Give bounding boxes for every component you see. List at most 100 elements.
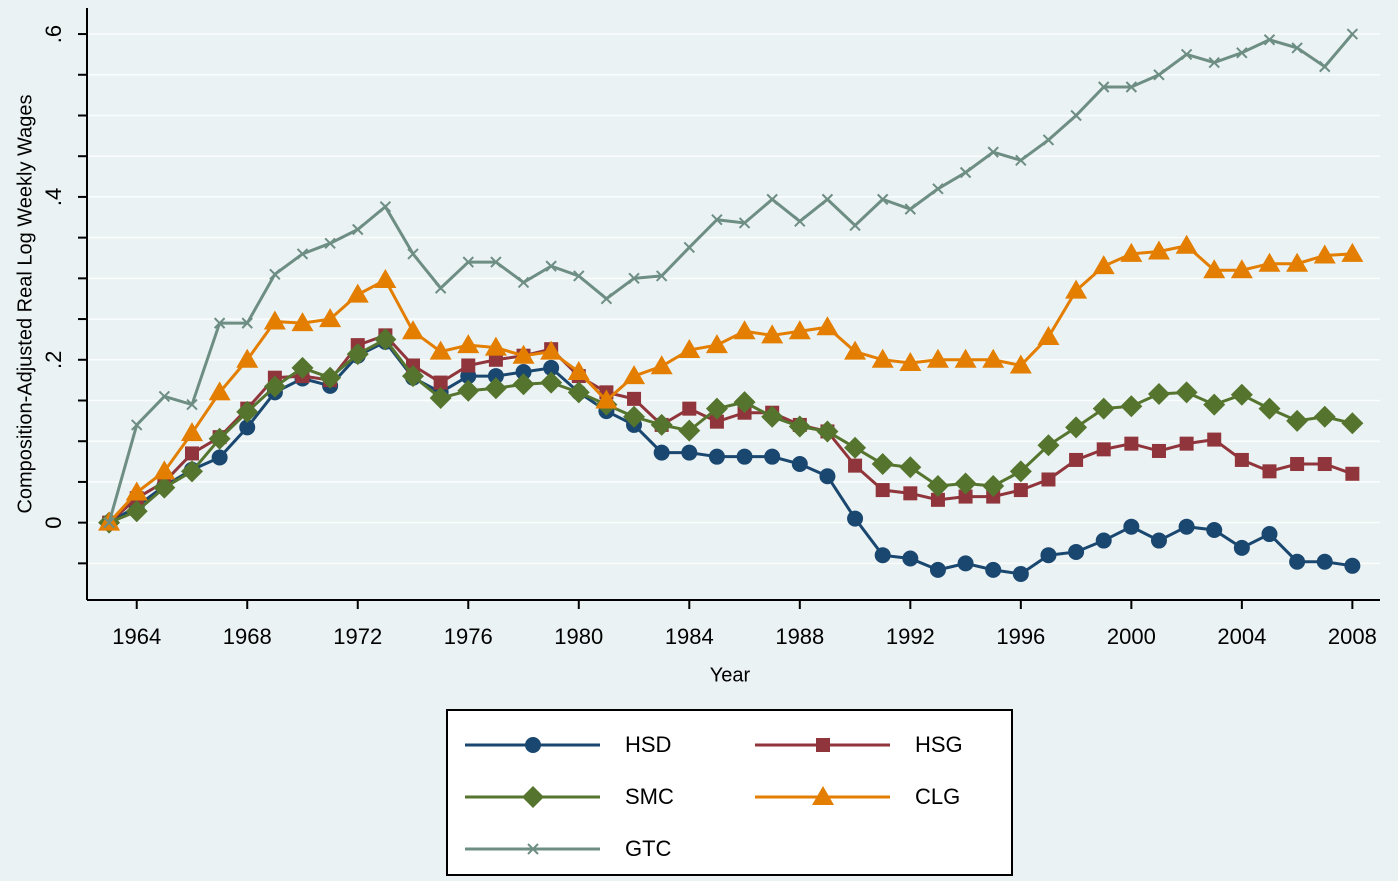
marker xyxy=(1258,252,1281,272)
x-axis-title: Year xyxy=(710,664,751,686)
y-tick-label: .6 xyxy=(41,25,66,43)
marker xyxy=(1206,521,1223,538)
marker xyxy=(595,389,618,409)
marker xyxy=(1042,134,1055,146)
marker xyxy=(567,381,590,404)
marker xyxy=(794,215,806,228)
marker xyxy=(736,448,753,465)
marker xyxy=(932,183,944,195)
marker xyxy=(738,217,751,229)
marker xyxy=(708,448,725,465)
marker xyxy=(527,843,539,855)
marker xyxy=(153,476,176,499)
y-tick-label: .2 xyxy=(41,351,66,369)
marker xyxy=(816,420,839,443)
marker xyxy=(982,348,1005,368)
marker xyxy=(926,348,949,368)
marker xyxy=(263,375,286,398)
marker xyxy=(1234,452,1249,467)
marker xyxy=(1120,242,1143,262)
marker xyxy=(545,260,557,272)
marker xyxy=(1012,565,1029,582)
series-line xyxy=(108,333,1353,524)
marker xyxy=(522,786,544,808)
marker xyxy=(433,375,448,390)
marker xyxy=(402,365,425,388)
marker xyxy=(490,256,502,268)
marker xyxy=(319,366,342,389)
marker xyxy=(655,270,668,282)
legend-label: HSD xyxy=(625,732,671,757)
x-tick-label: 1964 xyxy=(112,624,161,649)
marker xyxy=(987,146,999,158)
marker xyxy=(1065,279,1088,299)
marker xyxy=(379,200,392,213)
marker xyxy=(211,449,228,466)
marker xyxy=(958,489,973,504)
marker xyxy=(1316,553,1333,570)
series-line xyxy=(108,337,1353,525)
x-tick-label: 2000 xyxy=(1107,624,1156,649)
x-tick-label: 1980 xyxy=(554,624,603,649)
marker xyxy=(1123,518,1140,535)
legend-label: CLG xyxy=(915,784,960,809)
marker xyxy=(525,737,541,753)
marker xyxy=(871,348,894,368)
marker xyxy=(125,481,148,501)
marker xyxy=(954,472,977,495)
x-tick-label: 2008 xyxy=(1328,624,1377,649)
marker xyxy=(903,486,918,501)
marker xyxy=(461,358,476,373)
marker xyxy=(871,453,894,476)
marker xyxy=(623,405,646,428)
marker xyxy=(1037,325,1060,345)
marker xyxy=(180,460,203,483)
y-tick-label: .4 xyxy=(41,188,66,206)
marker xyxy=(1013,483,1028,498)
marker xyxy=(374,268,397,288)
marker xyxy=(761,324,784,344)
marker xyxy=(153,460,176,480)
marker xyxy=(733,391,756,414)
marker xyxy=(1286,252,1309,272)
marker xyxy=(899,352,922,372)
marker xyxy=(1124,436,1139,451)
marker xyxy=(627,391,642,406)
marker xyxy=(682,401,697,416)
x-tick-label: 1992 xyxy=(886,624,935,649)
marker xyxy=(1175,234,1198,254)
marker xyxy=(1092,397,1115,420)
marker xyxy=(1346,28,1359,40)
marker xyxy=(239,419,256,436)
marker xyxy=(543,359,560,376)
marker xyxy=(1233,539,1250,556)
legend-label: HSG xyxy=(915,732,963,757)
legend-label: SMC xyxy=(625,784,674,809)
marker xyxy=(1291,42,1303,54)
marker xyxy=(683,241,696,254)
marker xyxy=(844,436,867,459)
marker xyxy=(821,193,834,206)
marker xyxy=(954,348,977,368)
marker xyxy=(1236,47,1248,59)
marker xyxy=(484,336,507,356)
marker xyxy=(236,400,259,423)
marker xyxy=(1009,460,1032,483)
marker xyxy=(653,444,670,461)
x-tick-label: 1972 xyxy=(333,624,382,649)
series xyxy=(103,28,1359,529)
marker xyxy=(985,561,1002,578)
series-line xyxy=(107,33,1354,524)
marker xyxy=(434,282,447,294)
marker xyxy=(208,427,231,450)
marker xyxy=(487,368,504,385)
marker xyxy=(515,363,532,380)
marker xyxy=(709,414,724,429)
marker xyxy=(681,444,698,461)
x-tick-label: 1984 xyxy=(665,624,714,649)
marker xyxy=(1153,69,1165,81)
marker xyxy=(711,214,723,226)
marker xyxy=(1261,526,1278,543)
marker xyxy=(1341,412,1364,435)
